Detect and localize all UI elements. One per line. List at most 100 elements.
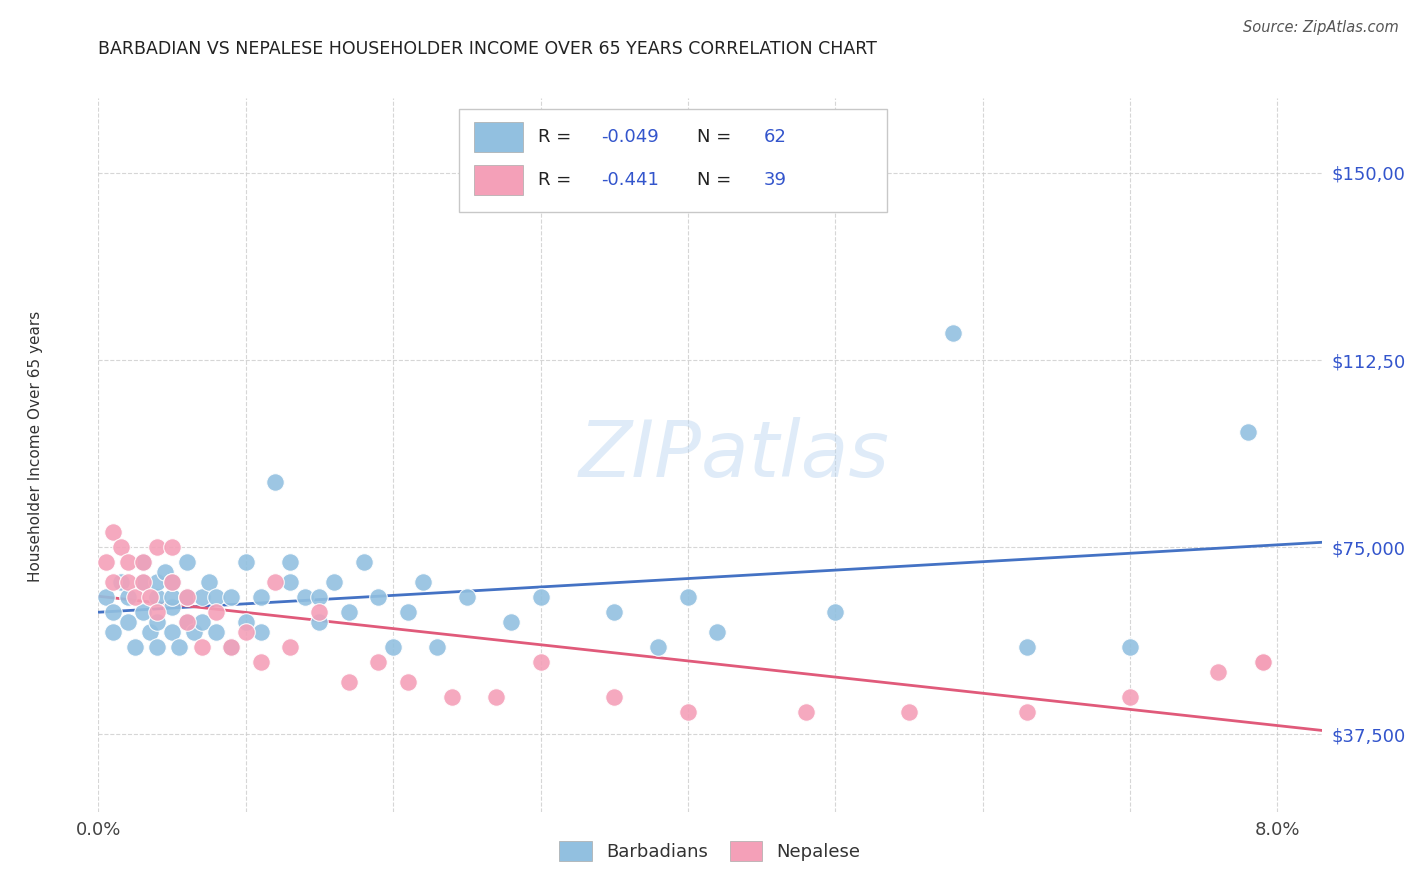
Point xyxy=(412,575,434,590)
Point xyxy=(898,705,921,719)
Point xyxy=(367,590,389,604)
Point xyxy=(529,590,551,604)
Point xyxy=(396,675,419,690)
Point xyxy=(183,625,205,640)
Text: 62: 62 xyxy=(763,128,787,146)
Point xyxy=(249,655,271,669)
Point xyxy=(190,615,212,629)
Point xyxy=(146,640,169,654)
Point xyxy=(160,625,183,640)
Point xyxy=(603,605,626,619)
Point xyxy=(169,640,191,654)
Point xyxy=(308,615,330,629)
Point xyxy=(124,640,146,654)
Point xyxy=(176,590,198,604)
Point xyxy=(160,540,183,554)
Point xyxy=(308,605,330,619)
Point xyxy=(219,640,242,654)
Point xyxy=(146,540,169,554)
Point xyxy=(1119,690,1142,704)
Point xyxy=(706,625,728,640)
Point xyxy=(153,565,176,579)
FancyBboxPatch shape xyxy=(474,122,523,153)
Point xyxy=(146,605,169,619)
Point xyxy=(235,555,257,569)
FancyBboxPatch shape xyxy=(460,109,887,212)
Point xyxy=(124,590,146,604)
Point xyxy=(146,590,169,604)
Point xyxy=(1015,640,1038,654)
Text: ZIPatlas: ZIPatlas xyxy=(579,417,890,493)
Point xyxy=(139,625,162,640)
Point xyxy=(205,590,228,604)
Point xyxy=(456,590,478,604)
Point xyxy=(101,605,124,619)
Point xyxy=(294,590,316,604)
Point xyxy=(146,575,169,590)
Point xyxy=(264,475,287,490)
Point xyxy=(235,625,257,640)
Text: Householder Income Over 65 years: Householder Income Over 65 years xyxy=(28,310,42,582)
Point xyxy=(278,575,301,590)
Point xyxy=(942,326,965,340)
Point xyxy=(676,590,699,604)
Point xyxy=(308,590,330,604)
Point xyxy=(131,575,153,590)
Point xyxy=(426,640,449,654)
Point xyxy=(647,640,669,654)
Point xyxy=(676,705,699,719)
Point xyxy=(176,555,198,569)
Point xyxy=(205,605,228,619)
Text: N =: N = xyxy=(696,128,737,146)
Point xyxy=(441,690,464,704)
Legend: Barbadians, Nepalese: Barbadians, Nepalese xyxy=(550,831,870,871)
Point xyxy=(139,590,162,604)
Text: Source: ZipAtlas.com: Source: ZipAtlas.com xyxy=(1243,20,1399,35)
Point xyxy=(160,600,183,615)
Point xyxy=(101,525,124,540)
Point xyxy=(176,615,198,629)
Point xyxy=(117,575,139,590)
Point xyxy=(396,605,419,619)
Point xyxy=(94,590,117,604)
FancyBboxPatch shape xyxy=(474,165,523,195)
Text: R =: R = xyxy=(537,128,576,146)
Point xyxy=(219,590,242,604)
Point xyxy=(117,615,139,629)
Point xyxy=(603,690,626,704)
Point xyxy=(499,615,522,629)
Point xyxy=(382,640,405,654)
Point xyxy=(367,655,389,669)
Point xyxy=(278,640,301,654)
Text: -0.049: -0.049 xyxy=(602,128,659,146)
Point xyxy=(110,540,132,554)
Point xyxy=(219,640,242,654)
Point xyxy=(160,575,183,590)
Point xyxy=(235,615,257,629)
Text: 39: 39 xyxy=(763,171,787,189)
Point xyxy=(278,555,301,569)
Point xyxy=(110,575,132,590)
Point xyxy=(264,575,287,590)
Point xyxy=(337,605,360,619)
Point xyxy=(1119,640,1142,654)
Point xyxy=(1251,655,1274,669)
Point xyxy=(1015,705,1038,719)
Point xyxy=(824,605,846,619)
Point xyxy=(249,590,271,604)
Point xyxy=(323,575,346,590)
Point xyxy=(529,655,551,669)
Point xyxy=(131,575,153,590)
Text: -0.441: -0.441 xyxy=(602,171,659,189)
Text: R =: R = xyxy=(537,171,576,189)
Point xyxy=(353,555,375,569)
Point xyxy=(94,555,117,569)
Point xyxy=(205,625,228,640)
Point xyxy=(249,625,271,640)
Point xyxy=(176,615,198,629)
Point xyxy=(485,690,508,704)
Text: N =: N = xyxy=(696,171,737,189)
Point xyxy=(131,555,153,569)
Point xyxy=(117,590,139,604)
Text: BARBADIAN VS NEPALESE HOUSEHOLDER INCOME OVER 65 YEARS CORRELATION CHART: BARBADIAN VS NEPALESE HOUSEHOLDER INCOME… xyxy=(98,40,877,58)
